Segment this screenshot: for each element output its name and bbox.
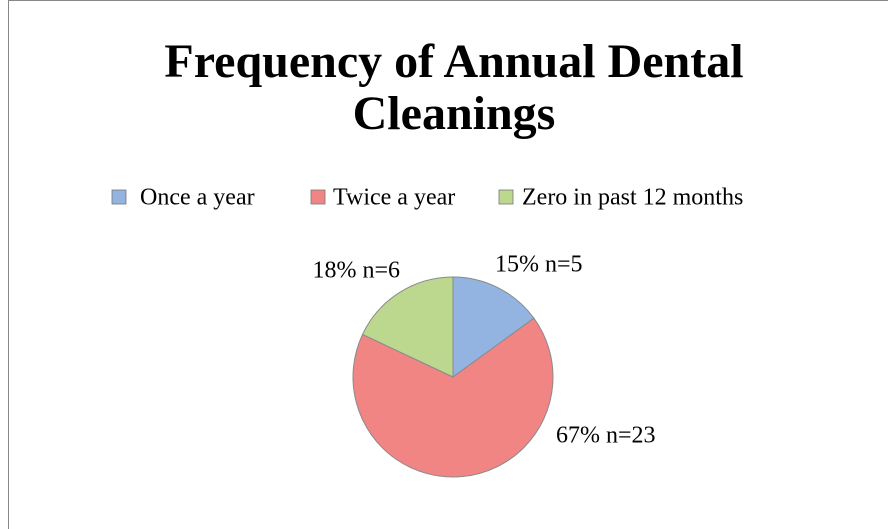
data-label: 15% n=5 bbox=[495, 252, 583, 278]
legend-label: Zero in past 12 months bbox=[522, 185, 743, 211]
pie-slice bbox=[361, 276, 454, 378]
legend-label: Once a year bbox=[140, 185, 255, 211]
pie-slice bbox=[452, 276, 535, 378]
legend-swatch bbox=[498, 189, 514, 205]
data-label: 18% n=6 bbox=[312, 258, 400, 284]
legend-swatch bbox=[310, 189, 326, 205]
pie-slice bbox=[352, 317, 554, 478]
legend-swatch bbox=[111, 189, 127, 205]
chart-border bbox=[8, 0, 888, 529]
legend-label: Twice a year bbox=[333, 185, 455, 211]
chart-title: Frequency of Annual Dental Cleanings bbox=[164, 35, 744, 140]
data-label: 67% n=23 bbox=[556, 423, 656, 449]
